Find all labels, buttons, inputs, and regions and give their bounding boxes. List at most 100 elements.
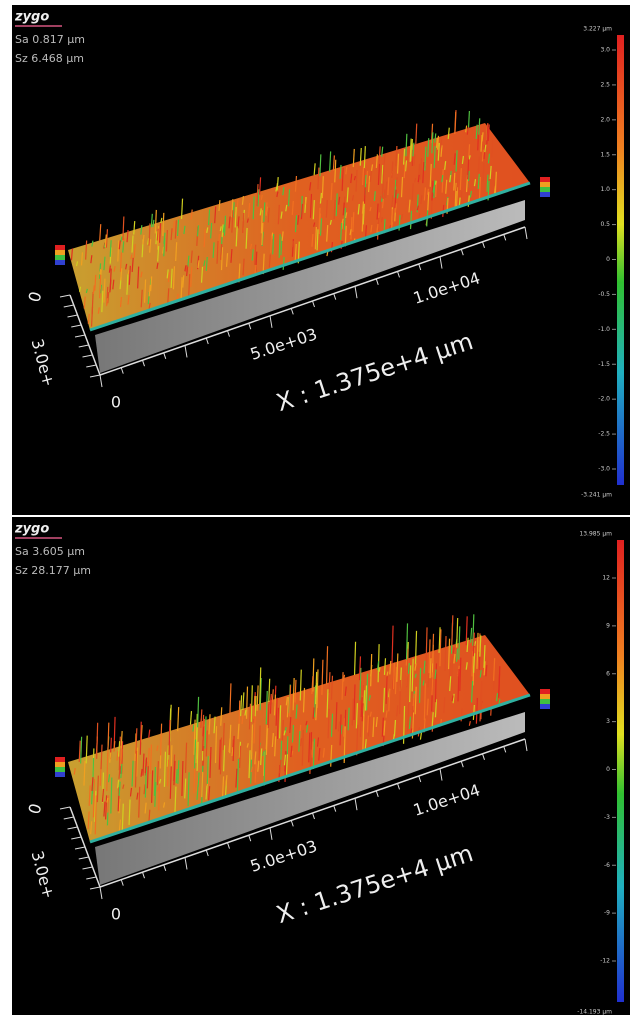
surface-spike [475,697,479,724]
surface-spike [87,811,90,830]
surface-spike [259,667,262,705]
surface-spike [212,242,215,258]
surface-spike [396,705,399,717]
surface-spike [208,786,211,801]
surface-spike [196,696,200,728]
colorbar-max: 13.985 µm [579,531,612,538]
y-axis-tick [67,826,78,830]
surface-spike [159,723,163,756]
surface-spike [70,248,74,261]
surface-spike [313,685,317,718]
surface-spike [431,132,434,154]
surface-spike [262,751,265,757]
surface-spike [214,726,218,764]
surface-spike [309,193,313,218]
surface-spike [460,190,463,202]
colorbar-tick-label: -3.0 [598,466,610,473]
surface-spike [426,188,430,195]
surface-spike [361,685,365,696]
colorbar-tick-label: 0.5 [600,221,610,228]
surface-spike [330,183,333,201]
surface-spike [387,177,390,196]
surface-spike [422,162,425,184]
surface-spike [355,169,358,192]
surface-spike [480,134,483,152]
surface-spike [302,687,306,713]
surface-spike [363,690,366,717]
surface-spike [376,661,380,671]
y-axis-label: 0 [25,801,46,816]
surface-spike [282,186,285,196]
surface-spike [189,711,193,725]
surface-spike [193,719,196,755]
surface-spike [381,181,384,199]
surface-spike [261,222,264,246]
colorbar-min: -14.193 µm [577,1009,612,1016]
surface-spike [486,123,489,145]
surface-spike [286,697,289,718]
surface-spike [440,138,443,148]
surface-spike [427,191,430,211]
x-axis-tick [439,768,443,781]
surface-spike [430,123,434,144]
x-axis-tick [184,857,188,870]
surface-spike [455,179,459,192]
surface-spike [413,154,416,166]
colorbar-tick-label: -2.5 [598,431,610,438]
x-axis-tick [163,864,167,871]
x-axis-tick [482,241,485,248]
surface-spike [305,720,308,726]
surface-spike [195,777,199,792]
surface-spike [190,250,193,264]
surface-spike [257,189,260,207]
surface-spike [254,696,257,717]
surface-spike [196,785,199,800]
surface-spike [237,723,240,740]
surface-spike [265,202,268,216]
surface-spike [364,739,367,750]
surface-spike [272,234,275,255]
surface-spike [207,209,211,226]
surface-spike [250,724,254,760]
x-axis-tick [460,249,464,256]
surface-spike [149,239,152,253]
surface-spike [167,272,171,283]
x-axis-tick [227,842,230,849]
surface-spike [94,795,97,835]
surface-spike [353,684,356,721]
surface-spike [365,170,369,184]
surface-spike [117,240,120,262]
surface-spike [135,728,138,754]
sa-value: Sa 0.817 µm [15,33,85,46]
surface-spike [216,240,219,264]
surface-spike [222,224,225,233]
x-axis-tick [312,300,315,308]
surface-spike [236,199,239,215]
surface-spike [252,196,255,220]
surface-spike [100,744,103,770]
surface-spike [83,760,86,786]
surface-spike [219,226,222,232]
surface-spike [447,127,450,140]
surface-spike [120,749,123,766]
surface-spike [256,184,259,207]
x-axis-tick [227,330,230,337]
surface-spike [325,200,328,218]
surface-spike [478,118,481,135]
colorbar-tick-label: -9 [604,910,610,917]
y-axis-tick [78,344,89,348]
surface-spike [429,163,432,187]
surface-spike [173,760,176,786]
x-axis-tick [375,278,379,285]
surface-spike [193,739,197,769]
surface-spike [391,625,394,664]
surface-spike [480,681,483,713]
surface-spike [319,218,323,236]
surface-spike [73,768,76,775]
surface-spike [92,778,96,818]
surface-spike [483,645,486,668]
sz-value: Sz 6.468 µm [15,52,84,65]
surface-spike [276,191,279,198]
surface-spike [414,663,417,671]
surface-spike [99,284,103,294]
